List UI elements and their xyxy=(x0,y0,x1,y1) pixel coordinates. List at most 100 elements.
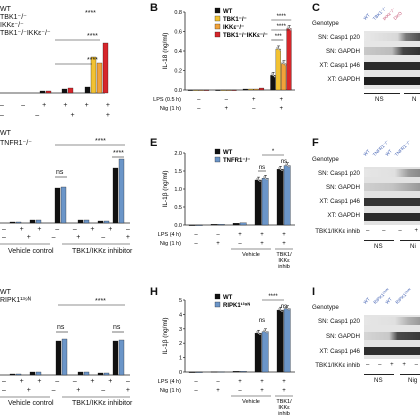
blot-row-label: SN: Casp1 p20 xyxy=(318,318,360,325)
blot-bottom-label: Ni xyxy=(410,243,416,250)
bar xyxy=(195,224,203,226)
y-tick-label: 3 xyxy=(179,327,182,333)
row-label: LPS (4 h) xyxy=(158,232,181,238)
bar xyxy=(210,224,218,226)
row-label: Nig (1 h) xyxy=(160,388,181,394)
left-top-panel: WT TBK1⁻/⁻ IKKε⁻/⁻ TBK1⁻/⁻IKKε⁻/⁻ **** *… xyxy=(0,0,130,115)
blot-i: Genotype WT RIPK1¹³⁹ᴺ WT RIPK1¹³⁹ᴺ SN: C… xyxy=(312,287,420,420)
legend-item: WT xyxy=(0,130,11,137)
bar xyxy=(231,89,237,91)
y-tick-label: 0.5 xyxy=(174,205,182,211)
legend-item: IKKε⁻/⁻ xyxy=(0,22,24,29)
data-point xyxy=(257,332,260,334)
genotype-columns: WT RIPK1¹³⁹ᴺ WT RIPK1¹³⁹ᴺ xyxy=(362,287,420,310)
left-top-sig-2: **** xyxy=(87,33,98,40)
blot-image xyxy=(364,167,420,225)
left-bot-signs2: – + – + – + xyxy=(2,387,130,394)
bar xyxy=(54,187,61,224)
data-point xyxy=(286,307,289,310)
row-label: LPS (4 h) xyxy=(158,379,181,385)
left-top-sig-3: **** xyxy=(85,10,96,17)
row-sign: + xyxy=(282,232,286,238)
left-top-signs: – – + + + + xyxy=(0,102,110,109)
bar xyxy=(286,28,292,91)
row-sign: + xyxy=(279,106,283,112)
bar xyxy=(61,338,68,376)
bar xyxy=(84,86,91,94)
data-point xyxy=(264,330,267,333)
data-point xyxy=(288,165,290,168)
panel-c-label: C xyxy=(312,2,320,14)
blot-row-label: XT: GAPDH xyxy=(327,212,360,219)
sig-label: ns xyxy=(281,159,287,165)
genotype-columns: WT TNFR1⁻/⁻ WT TNFR1⁻/⁻ xyxy=(362,139,420,162)
bar xyxy=(188,371,196,373)
bar xyxy=(276,309,284,373)
treatment-signs: – – + + – xyxy=(366,362,418,368)
bar xyxy=(35,219,42,224)
y-tick-label: 0.8 xyxy=(174,10,182,16)
sig-label: ns xyxy=(281,304,287,310)
blot-image xyxy=(364,315,420,359)
group-label: Vehicle control xyxy=(8,400,54,407)
row-sign: + xyxy=(282,379,286,385)
col-label: TNFR1⁻/⁻ xyxy=(393,139,412,158)
legend-swatch xyxy=(214,23,221,30)
y-tick-label: 0.0 xyxy=(174,88,182,94)
col-label: WT xyxy=(362,12,371,21)
legend-swatch xyxy=(214,293,221,300)
row-sign: + xyxy=(216,241,220,247)
blot-row-label: SN: Casp1 p20 xyxy=(318,170,360,177)
bar xyxy=(215,89,221,91)
bar xyxy=(270,75,276,91)
left-bot-signs: – + + – – + + – xyxy=(2,378,130,385)
y-tick-label: 1 xyxy=(179,356,182,362)
left-bot-panel: WT RIPK1¹³⁹ᴺ **** ns ns Vehicle control … xyxy=(0,285,135,420)
col-label: WT xyxy=(384,296,393,305)
data-point xyxy=(256,331,258,333)
bar xyxy=(77,371,84,376)
treatment-label: TBK1/IKKε inhib xyxy=(315,362,360,369)
row-sign: + xyxy=(224,106,228,112)
legend-label: WT xyxy=(223,9,233,15)
genotype-label: Genotype xyxy=(312,304,339,311)
blot-bracket xyxy=(404,93,420,94)
treatment-label: TBK1/IKKε inhib xyxy=(315,228,360,235)
row-sign: – xyxy=(194,232,198,238)
sig-label: * xyxy=(272,149,275,155)
bar xyxy=(60,186,67,224)
legend-swatch xyxy=(214,156,221,163)
blot-bracket xyxy=(364,240,394,241)
blot-bottom-label: NS xyxy=(374,377,383,384)
y-tick-label: 0.6 xyxy=(174,30,182,36)
group-label: inhib xyxy=(278,411,290,417)
row-sign: + xyxy=(216,388,220,394)
sig-label: **** xyxy=(277,24,287,30)
data-point xyxy=(285,306,287,309)
bar xyxy=(35,371,42,376)
y-tick-label: 5 xyxy=(179,298,182,304)
sig-label: ns xyxy=(57,324,65,331)
bar xyxy=(77,219,84,224)
sig-label: *** xyxy=(275,34,283,40)
row-sign: – xyxy=(238,388,242,394)
legend-swatch xyxy=(214,148,221,155)
sig-label: ns xyxy=(259,318,265,324)
legend-label: TBK1⁻/⁻ xyxy=(223,17,247,23)
bar xyxy=(217,224,225,226)
bar xyxy=(55,340,62,376)
bar xyxy=(210,371,218,373)
data-point xyxy=(273,75,276,78)
bar xyxy=(193,89,199,91)
bar xyxy=(103,220,110,224)
data-point xyxy=(289,28,292,31)
legend-item: WT xyxy=(0,6,11,13)
data-point xyxy=(286,164,289,167)
y-tick-label: 1.5 xyxy=(174,169,182,175)
data-point xyxy=(259,333,261,336)
bar xyxy=(103,372,110,376)
bar xyxy=(61,88,68,94)
data-point xyxy=(288,308,290,311)
col-label: RIPK1¹³⁹ᴺ xyxy=(394,287,413,305)
genotype-label: Genotype xyxy=(312,156,339,163)
